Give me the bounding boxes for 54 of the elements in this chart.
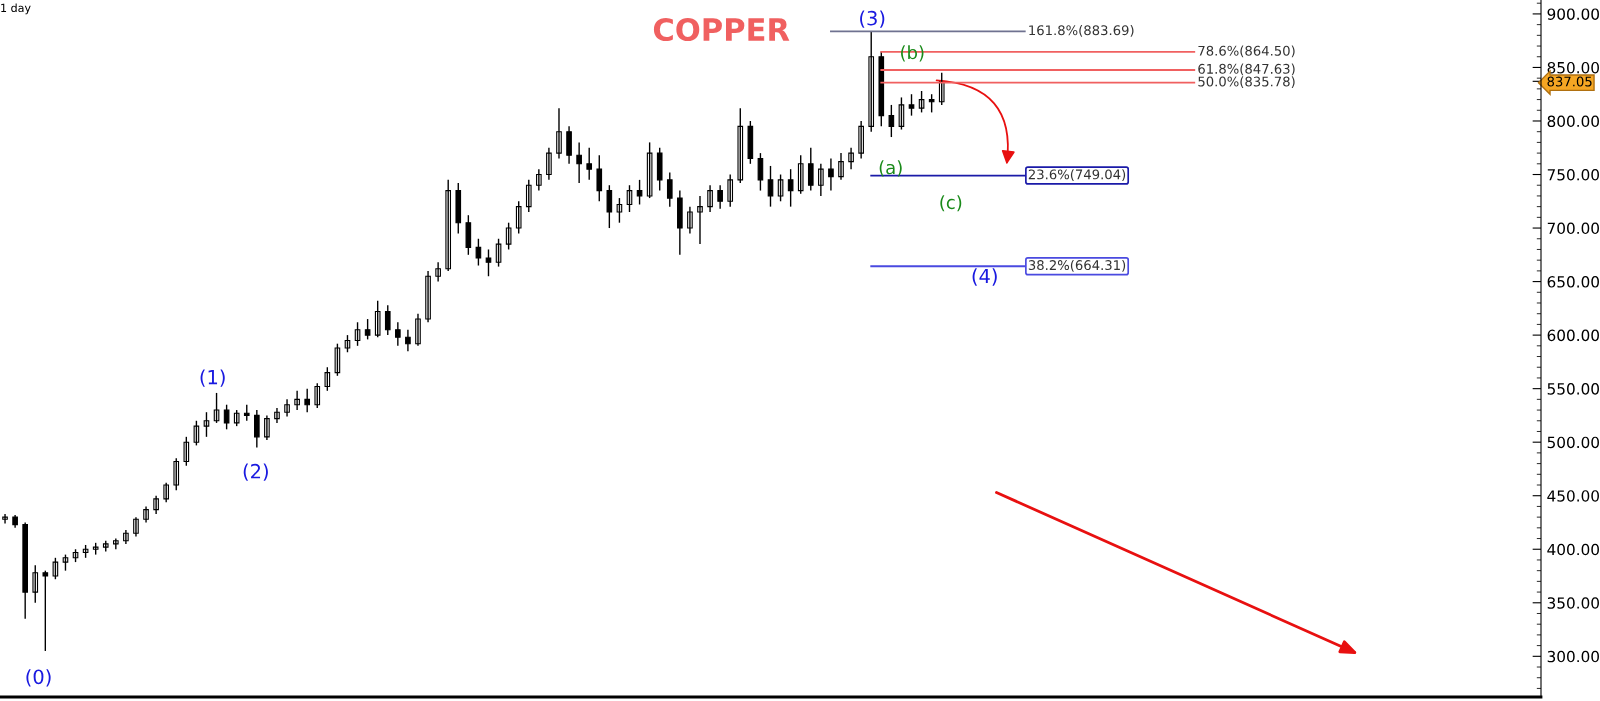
y-tick-label: 550.00 bbox=[1547, 383, 1599, 395]
chart-title: COPPER bbox=[653, 17, 790, 42]
y-tick-label: 800.00 bbox=[1547, 115, 1599, 128]
y-tick-label: 650.00 bbox=[1547, 276, 1599, 288]
candlestick bbox=[515, 200, 522, 235]
candlestick bbox=[606, 184, 613, 229]
annotation: (a) bbox=[879, 160, 902, 177]
y-tick-label: 350.00 bbox=[1547, 597, 1599, 609]
candlestick bbox=[727, 173, 734, 208]
candlestick bbox=[737, 107, 744, 184]
candlestick bbox=[223, 404, 230, 431]
candlestick bbox=[32, 564, 39, 604]
ref-line-label: 50.0%(835.78) bbox=[1198, 76, 1295, 89]
y-tick-label: 450.00 bbox=[1547, 490, 1599, 502]
annotation: (1) bbox=[200, 369, 225, 387]
candlestick bbox=[797, 154, 804, 195]
candlestick bbox=[173, 457, 180, 492]
annotation: 1 day bbox=[1, 3, 31, 15]
candlestick bbox=[656, 147, 663, 192]
annotation: (3) bbox=[860, 10, 885, 28]
y-tick-label: 300.00 bbox=[1547, 650, 1599, 663]
candlestick bbox=[374, 300, 381, 338]
y-tick-label: 850.00 bbox=[1547, 61, 1599, 74]
candlestick bbox=[586, 147, 593, 181]
ref-line-label: 78.6%(864.50) bbox=[1198, 45, 1295, 58]
candlestick bbox=[52, 557, 59, 580]
y-tick-label: 600.00 bbox=[1547, 329, 1599, 342]
candlestick bbox=[475, 238, 482, 267]
candlestick bbox=[807, 147, 814, 192]
y-tick-label: 500.00 bbox=[1547, 436, 1599, 449]
candlestick bbox=[2, 513, 8, 525]
candlestick bbox=[465, 214, 472, 256]
y-tick-label: 837.05 bbox=[1547, 76, 1592, 87]
candlestick bbox=[666, 171, 673, 208]
annotation: (0) bbox=[26, 669, 51, 687]
ref-line-label: 38.2%(664.31) bbox=[1028, 259, 1126, 272]
y-tick-label: 900.00 bbox=[1547, 8, 1599, 20]
candlestick bbox=[193, 420, 200, 447]
ref-line-label: 61.8%(847.63) bbox=[1198, 63, 1295, 76]
y-tick-label: 750.00 bbox=[1547, 168, 1599, 181]
candlestick bbox=[787, 168, 794, 208]
annotation: (2) bbox=[243, 463, 268, 481]
candlestick bbox=[334, 342, 341, 377]
candlestick bbox=[505, 222, 512, 251]
candlestick bbox=[364, 318, 371, 341]
candlestick bbox=[888, 104, 895, 138]
candlestick bbox=[646, 141, 653, 199]
ref-line-label: 23.6%(749.04) bbox=[1028, 169, 1126, 181]
y-tick-label: 700.00 bbox=[1547, 222, 1599, 235]
annotation: (4) bbox=[972, 268, 997, 286]
ref-line-label: 161.8%(883.69) bbox=[1029, 25, 1134, 37]
y-tick-label: 400.00 bbox=[1547, 543, 1599, 556]
annotation: (c) bbox=[940, 195, 962, 212]
candlestick bbox=[42, 569, 49, 652]
